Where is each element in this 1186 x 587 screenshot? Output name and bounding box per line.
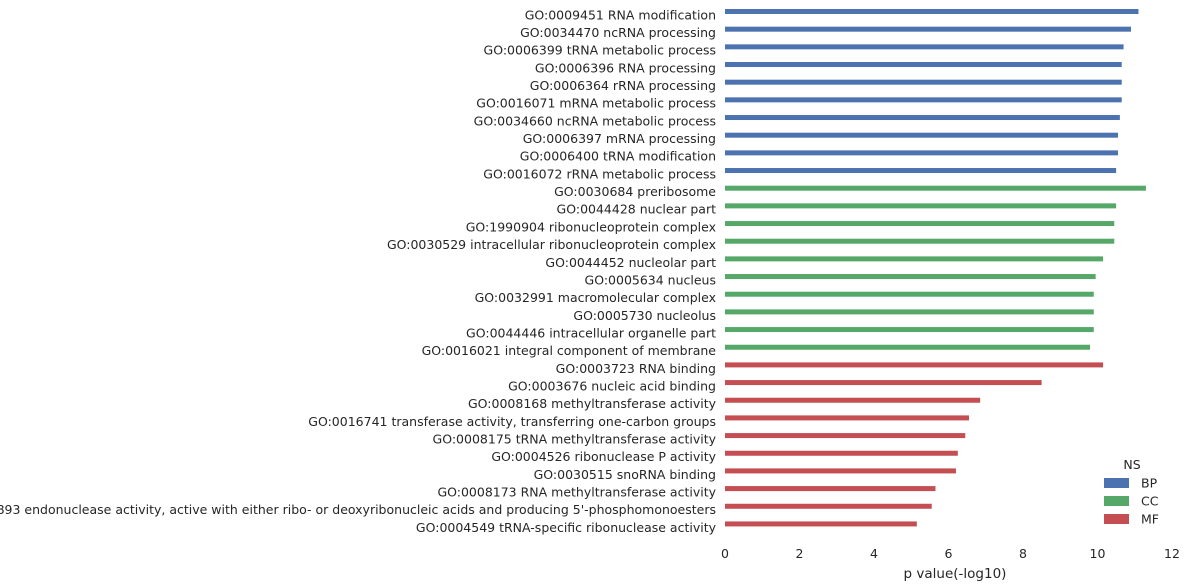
bar-mf [725,521,917,527]
category-label: GO:0008168 methyltransferase activity [468,396,717,411]
bar-cc [725,256,1104,262]
category-label: GO:0006364 rRNA processing [530,78,716,93]
bar-bp [725,150,1118,156]
bar-bp [725,62,1122,68]
category-label: GO:0006396 RNA processing [535,60,716,75]
x-tick-label: 2 [796,546,804,561]
category-label: GO:1990904 ribonucleoprotein complex [466,219,716,234]
category-label: GO:0008175 tRNA methyltransferase activi… [433,431,717,446]
bar-bp [725,97,1122,103]
category-label: GO:0016741 transferase activity, transfe… [308,414,716,429]
bar-mf [725,433,966,439]
x-tick-label: 4 [870,546,878,561]
x-tick-label: 10 [1090,546,1106,561]
category-label: GO:0030515 snoRNA binding [534,467,716,482]
x-tick-label: 12 [1164,546,1180,561]
bar-bp [725,168,1117,174]
bar-bp [725,79,1122,85]
legend-title: NS [1123,457,1140,472]
category-label: GO:0006399 tRNA metabolic process [484,43,716,58]
category-label: GO:0003676 nucleic acid binding [508,378,716,393]
bar-bp [725,44,1124,50]
bar-mf [725,468,956,474]
category-label: GO:0005634 nucleus [585,272,716,287]
bar-mf [725,362,1104,368]
category-label: GO:0016021 integral component of membran… [422,343,717,358]
x-axis-title: p value(-log10) [904,566,1007,582]
x-axis-ticks: 0 2 4 6 8 10 12 [721,546,1180,561]
category-label: GO:0004549 tRNA-specific ribonuclease ac… [416,520,717,535]
category-label: GO:0008173 RNA methyltransferase activit… [437,484,716,499]
bar-mf [725,503,932,509]
bars [725,9,1146,527]
category-label: GO:0034660 ncRNA metabolic process [474,113,716,128]
legend-swatch [1104,514,1129,524]
bar-cc [725,185,1146,191]
category-label: GO:0003723 RNA binding [556,361,716,376]
category-label: GO:0044452 nucleolar part [545,255,716,270]
bar-cc [725,221,1115,227]
category-label: GO:0032991 macromolecular complex [475,290,716,305]
category-label: GO:0044428 nuclear part [557,202,717,217]
bar-cc [725,291,1094,297]
bar-mf [725,380,1042,386]
category-labels: GO:0009451 RNA modification GO:0034470 nc… [0,7,717,534]
category-label: GO:0006400 tRNA modification [520,149,716,164]
bar-cc [725,344,1091,350]
category-label: GO:0006397 mRNA processing [523,131,716,146]
legend-swatch [1104,496,1129,506]
category-label: GO:0016893 endonuclease activity, active… [0,502,716,517]
legend-label: CC [1141,493,1159,508]
category-label: GO:0034470 ncRNA processing [520,25,716,40]
bar-cc [725,274,1096,280]
legend-label: MF [1141,511,1159,526]
bar-bp [725,132,1118,138]
x-tick-label: 0 [721,546,729,561]
category-label: GO:0009451 RNA modification [525,7,716,22]
legend-label: BP [1141,475,1158,490]
bar-mf [725,450,958,456]
category-label: GO:0004526 ribonuclease P activity [491,449,716,464]
bar-mf [725,415,969,421]
category-label: GO:0016071 mRNA metabolic process [476,96,716,111]
bar-bp [725,115,1120,121]
legend: NS BP CC MF [1104,457,1159,526]
bar-cc [725,309,1094,315]
category-label: GO:0030529 intracellular ribonucleoprote… [387,237,716,252]
bar-cc [725,238,1115,244]
category-label: GO:0005730 nucleolus [573,308,716,323]
bar-bp [725,9,1139,14]
bar-mf [725,397,981,403]
category-label: GO:0044446 intracellular organelle part [466,325,716,340]
x-tick-label: 6 [945,546,953,561]
x-tick-label: 8 [1019,546,1027,561]
legend-swatch [1104,478,1129,488]
bar-cc [725,327,1094,333]
bar-mf [725,486,936,492]
bar-cc [725,203,1117,209]
category-label: GO:0030684 preribosome [554,184,716,199]
category-label: GO:0016072 rRNA metabolic process [483,166,716,181]
bar-bp [725,26,1132,32]
